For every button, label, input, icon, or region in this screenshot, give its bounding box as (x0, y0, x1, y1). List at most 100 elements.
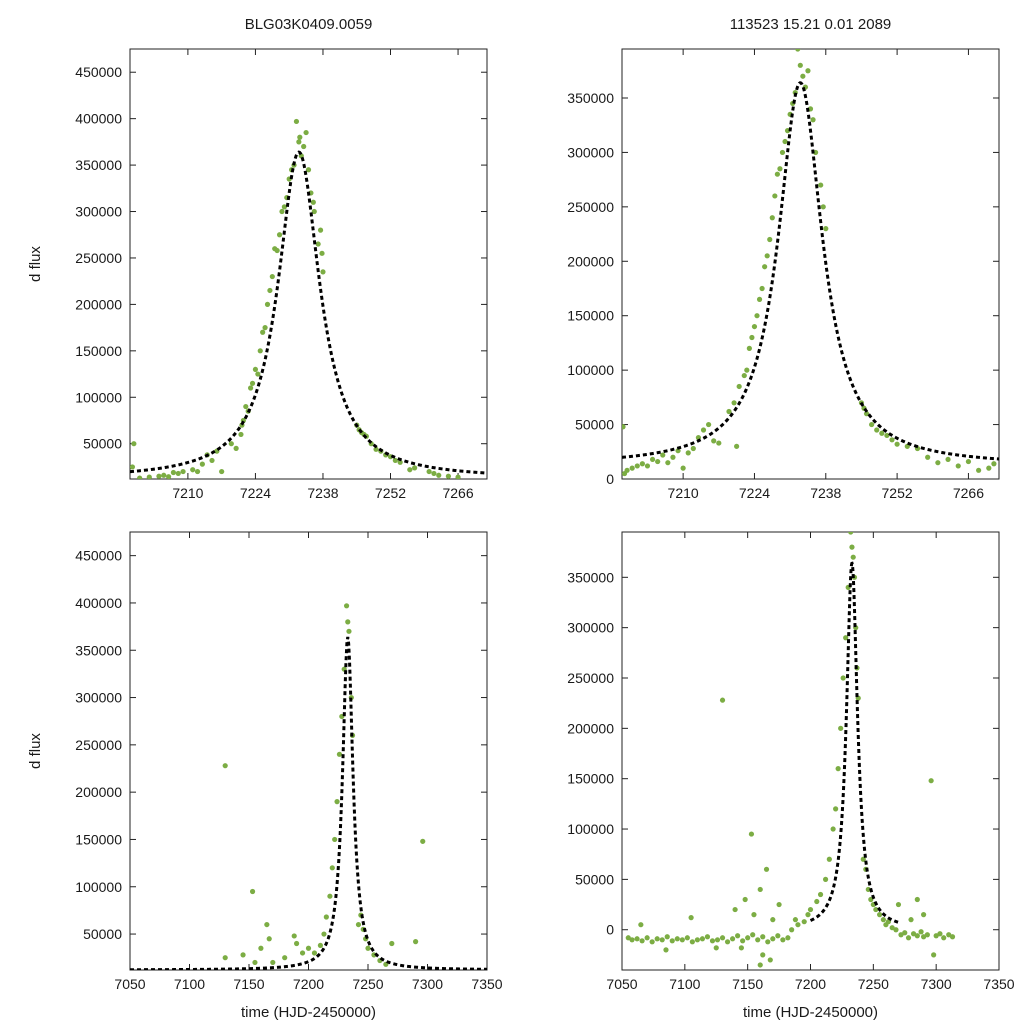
data-point (228, 441, 234, 447)
data-point (709, 938, 716, 944)
data-point (751, 912, 757, 918)
data-point (194, 468, 201, 475)
data-point (769, 215, 775, 221)
y-tick-label: 300000 (75, 690, 122, 706)
y-tick-label: 100000 (75, 879, 122, 895)
y-tick-label: 50000 (575, 871, 614, 887)
data-point (655, 458, 661, 465)
data-point (680, 465, 686, 471)
data-point (629, 465, 635, 471)
data-point (991, 461, 997, 467)
y-tick-label: 0 (606, 471, 614, 487)
data-point (795, 922, 801, 928)
y-tick-label: 300000 (567, 620, 614, 636)
x-tick-label: 7050 (114, 976, 145, 992)
data-point (301, 143, 307, 150)
data-point (684, 935, 690, 941)
data-point (869, 421, 875, 428)
data-point (685, 450, 691, 456)
panel-top-right: 7210 7224 7238 7252 7266 0 50000 100000 150000 20… (567, 16, 1000, 501)
data-point (741, 372, 747, 379)
data-point (797, 62, 803, 68)
data-point (877, 912, 883, 918)
y-tick-label: 50000 (575, 417, 614, 433)
data-point (233, 445, 239, 451)
x-tick-label: 7266 (953, 485, 984, 501)
data-point (180, 468, 186, 475)
data-point (240, 952, 246, 958)
y-tick-label: 200000 (567, 253, 614, 269)
data-point (873, 906, 879, 913)
data-point (941, 935, 947, 941)
data-point (760, 934, 766, 940)
data-point (412, 465, 418, 471)
data-point (238, 431, 244, 438)
data-point (345, 619, 351, 625)
data-point (840, 675, 846, 681)
data-point (767, 957, 773, 963)
data-point (674, 936, 680, 942)
data-point (775, 933, 781, 939)
data-point (317, 227, 324, 233)
data-point (724, 939, 731, 945)
data-point (274, 247, 280, 254)
data-point (315, 241, 321, 247)
data-point (431, 470, 437, 477)
x-tick-label: 7350 (471, 976, 502, 992)
data-point (889, 437, 895, 443)
data-point (776, 901, 782, 908)
y-tick-label: 200000 (75, 296, 122, 312)
data-point (826, 856, 832, 862)
data-point (639, 938, 645, 944)
data-point (755, 937, 761, 943)
x-tick-label: 7252 (375, 485, 406, 501)
data-point (777, 166, 783, 172)
data-point (820, 204, 826, 210)
data-point (397, 459, 403, 465)
data-point (659, 937, 665, 943)
data-point (699, 936, 706, 942)
data-point (772, 193, 778, 199)
data-point (785, 935, 791, 941)
data-point (175, 470, 181, 477)
data-point (319, 250, 325, 256)
data-point (137, 475, 143, 479)
data-point (795, 49, 801, 52)
x-tick-label: 7100 (174, 976, 205, 992)
data-point (426, 468, 432, 475)
y-tick-label: 250000 (75, 737, 122, 753)
data-point (714, 937, 721, 943)
data-point (738, 945, 744, 951)
y-tick-label: 250000 (567, 670, 614, 686)
data-point (745, 935, 751, 941)
data-point (629, 937, 635, 943)
data-point (860, 856, 866, 862)
data-point (664, 934, 670, 940)
data-point (767, 236, 773, 243)
data-point (624, 467, 630, 473)
data-point (249, 380, 256, 386)
plot-frame (129, 531, 488, 971)
panel-title: 113523 15.21 0.01 2089 (730, 16, 892, 33)
data-point (638, 922, 644, 928)
data-point (976, 467, 982, 473)
data-point (850, 554, 856, 560)
data-point (833, 806, 839, 812)
data-point (838, 725, 844, 731)
data-point (311, 950, 318, 956)
data-point (905, 935, 912, 941)
data-point (700, 427, 707, 433)
data-point (649, 939, 655, 945)
data-point (908, 917, 914, 923)
data-point (814, 898, 820, 905)
data-point (735, 933, 741, 939)
data-point (914, 933, 920, 939)
data-point (257, 348, 263, 354)
data-point (190, 467, 196, 473)
data-point (792, 917, 799, 923)
y-tick-label: 0 (606, 922, 614, 938)
data-point (914, 896, 920, 903)
data-point (346, 628, 352, 634)
data-point (704, 934, 711, 940)
data-point (780, 937, 786, 943)
